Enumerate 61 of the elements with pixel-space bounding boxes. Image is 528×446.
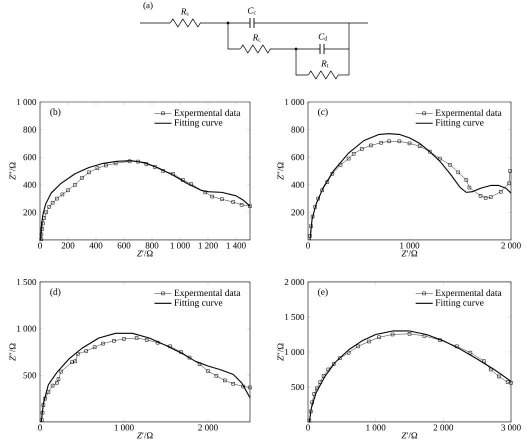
y-tick-label: 2 000 xyxy=(284,278,304,286)
legend-label: Expermental data xyxy=(436,109,502,118)
x-tick-label: 600 xyxy=(118,242,130,249)
y-tick-label: 1 500 xyxy=(17,278,36,286)
legend-label: Expermental data xyxy=(436,289,502,298)
text: C$_{c}$ xyxy=(248,7,256,14)
x-tick-label: 0 xyxy=(38,242,42,249)
x-axis-title: Z′/Ω xyxy=(137,432,153,438)
y-axis-title: Z″/Ω xyxy=(9,343,16,361)
legend-label: Fitting curve xyxy=(436,299,484,308)
x-tick-label: 1 000 xyxy=(400,242,420,249)
text: R$_{c}$ xyxy=(252,34,261,42)
y-tick-label: 600 xyxy=(23,154,36,160)
x-tick-label: 800 xyxy=(146,242,158,249)
x-axis-title: Z′/Ω xyxy=(402,432,418,438)
y-tick-label: 600 xyxy=(291,154,304,160)
y-tick-label: 1 000 xyxy=(285,348,304,356)
x-tick-label: 0 xyxy=(38,424,42,431)
legend-label: Fitting curve xyxy=(436,119,484,128)
y-tick-label: 500 xyxy=(292,384,304,390)
annotation: (d) xyxy=(50,288,60,297)
text: R$_{t}$ xyxy=(321,60,328,68)
text: C$_{d}$ xyxy=(318,33,328,41)
y-tick-label: 200 xyxy=(291,209,304,216)
x-tick-label: 0 xyxy=(306,242,310,249)
x-tick-label: 1 200 xyxy=(198,242,218,249)
y-tick-label: 400 xyxy=(291,182,304,188)
x-tick-label: 2 000 xyxy=(198,424,218,431)
y-tick-label: 500 xyxy=(24,372,36,378)
x-tick-label: 1 000 xyxy=(170,242,190,249)
annotation: (c) xyxy=(318,108,328,117)
x-tick-label: 1 000 xyxy=(366,424,386,431)
legend-label: Expermental data xyxy=(174,289,240,298)
x-tick-label: 200 xyxy=(62,242,74,249)
x-tick-label: 0 xyxy=(306,424,310,431)
y-tick-label: 400 xyxy=(23,182,36,188)
y-tick-label: 1 500 xyxy=(285,314,304,320)
y-axis-title: Z″/Ω xyxy=(277,162,284,180)
x-tick-label: 2 000 xyxy=(434,424,454,431)
text: R$_{s}$ xyxy=(180,8,188,16)
text: (a) xyxy=(143,2,153,10)
y-tick-label: 800 xyxy=(23,126,36,133)
x-tick-label: 1 000 xyxy=(114,424,134,431)
annotation: (e) xyxy=(318,288,328,297)
y-tick-label: 1 000 xyxy=(285,98,304,106)
legend-label: Fitting curve xyxy=(174,299,222,308)
y-axis-title: Z″/Ω xyxy=(9,162,16,180)
y-tick-label: 1 000 xyxy=(17,98,36,106)
y-axis-title: Z″/Ω xyxy=(277,343,284,361)
y-tick-label: 200 xyxy=(23,209,36,216)
x-tick-label: 2 000 xyxy=(501,242,521,249)
x-tick-label: 400 xyxy=(89,242,102,249)
x-axis-title: Z′/Ω xyxy=(402,250,418,256)
y-tick-label: 800 xyxy=(291,126,304,133)
y-tick-label: 1 000 xyxy=(17,326,36,332)
x-tick-label: 1 400 xyxy=(226,242,246,249)
legend-label: Expermental data xyxy=(174,109,240,118)
annotation: (b) xyxy=(50,108,60,117)
x-axis-title: Z′/Ω xyxy=(137,250,153,256)
x-tick-label: 3 000 xyxy=(501,424,521,431)
legend-label: Fitting curve xyxy=(174,119,222,128)
